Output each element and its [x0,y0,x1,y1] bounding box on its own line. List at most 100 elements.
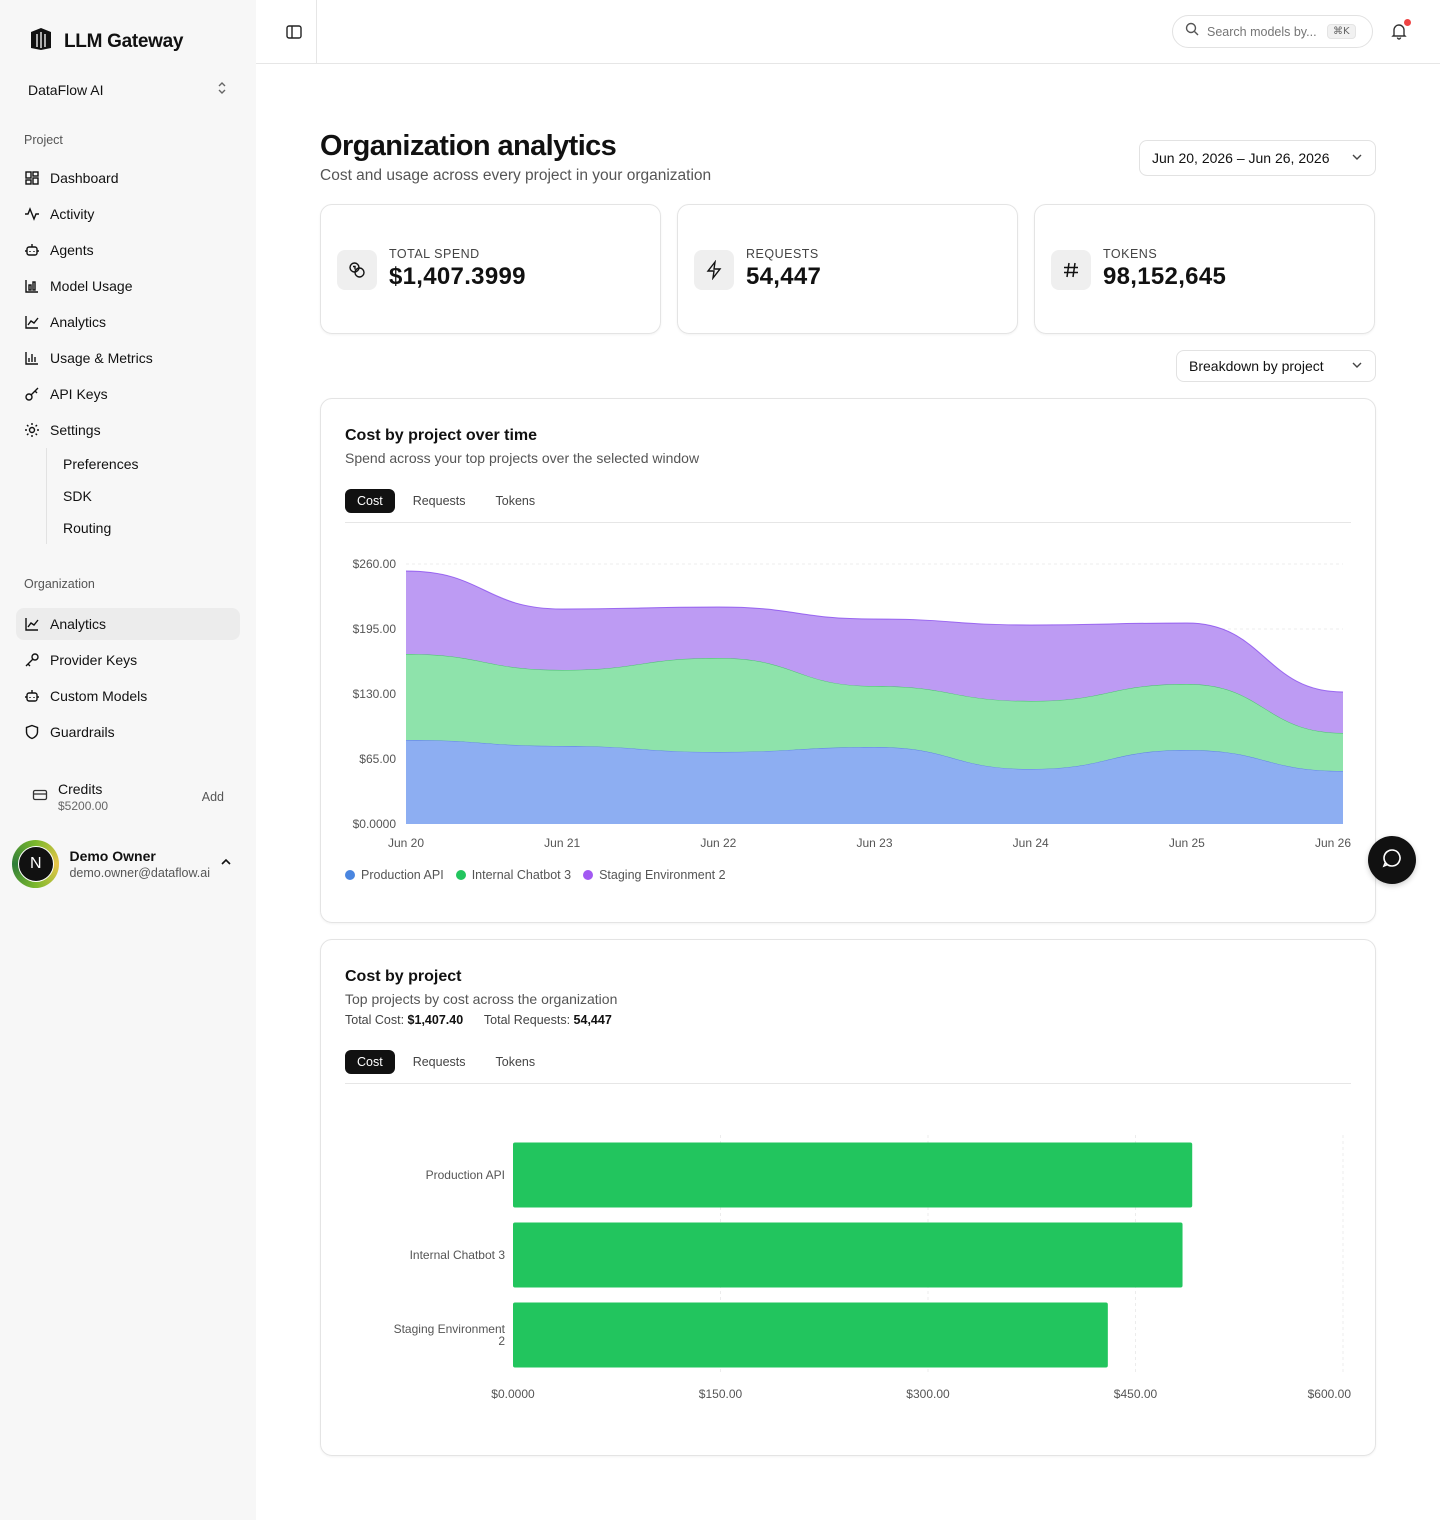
legend-item[interactable]: Staging Environment 2 [583,868,726,882]
sidebar-item-guardrails[interactable]: Guardrails [16,716,240,748]
notifications-button[interactable] [1390,19,1411,40]
x-tick-label: Jun 26 [1315,836,1351,850]
breakdown-select[interactable]: Breakdown by project [1176,350,1376,382]
org-switcher[interactable]: DataFlow AI [16,74,240,106]
sidebar-item-activity[interactable]: Activity [16,198,240,230]
tab-cost[interactable]: Cost [345,489,395,513]
sidebar-item-settings[interactable]: Settings [16,414,240,446]
x-tick-label: Jun 25 [1169,836,1205,850]
x-tick-label: Jun 22 [700,836,736,850]
hash-icon [1051,250,1091,290]
sidebar-item-provider-keys[interactable]: Provider Keys [16,644,240,676]
user-menu[interactable]: N Demo Owner demo.owner@dataflow.ai [12,840,240,888]
y-tick-label: $0.0000 [353,817,397,831]
sidebar-item-analytics[interactable]: Analytics [16,306,240,338]
legend-item[interactable]: Production API [345,868,444,882]
bar-chart-icon [24,278,40,294]
chart-subtitle: Top projects by cost across the organiza… [345,991,618,1007]
brand[interactable]: LLM Gateway [28,26,183,57]
x-tick-label: $600.00 [1308,1387,1352,1401]
stat-card-requests: REQUESTS 54,447 [677,204,1018,334]
notification-dot [1404,19,1411,26]
chart-totals: Total Cost: $1,407.40 Total Requests: 54… [345,1013,612,1027]
add-credits-button[interactable]: Add [201,790,224,804]
y-tick-label: $195.00 [353,622,397,636]
legend-dot [345,870,355,880]
stat-card-total-spend: TOTAL SPEND $1,407.3999 [320,204,661,334]
legend-item[interactable]: Internal Chatbot 3 [455,868,572,882]
stat-value: $1,407.3999 [389,263,526,290]
bar-chart-icon [24,350,40,366]
credits-panel: Credits $5200.00 Add [16,774,240,820]
user-email: demo.owner@dataflow.ai [69,866,210,880]
settings-subnav: Preferences SDK Routing [46,448,226,544]
area-series-line-3 [405,570,1344,693]
date-range-picker[interactable]: Jun 20, 2026 – Jun 26, 2026 [1139,140,1376,176]
x-tick-label: Jun 23 [856,836,892,850]
sidebar-item-label: Custom Models [50,688,148,704]
project-section-label: Project [24,133,63,147]
sidebar: LLM Gateway DataFlow AI Project Dashboar… [0,0,256,1520]
key-icon [24,386,40,402]
stat-label: TOKENS [1103,247,1158,261]
sidebar-item-preferences[interactable]: Preferences [63,456,139,472]
search-icon [1185,22,1199,41]
sidebar-item-label: Model Usage [50,278,133,294]
x-tick-label: $0.0000 [491,1387,535,1401]
organization-nav: Analytics Provider Keys Custom Models Gu… [16,608,240,752]
stat-label: REQUESTS [746,247,819,261]
sidebar-item-sdk[interactable]: SDK [63,488,92,504]
sidebar-toggle-icon[interactable] [284,22,304,42]
project-nav: Dashboard Activity Agents Model Usage An… [16,162,240,450]
tab-requests[interactable]: Requests [412,1055,466,1069]
dashboard-icon [24,170,40,186]
chevrons-up-down-icon [216,80,228,101]
x-tick-label: Jun 20 [388,836,424,850]
legend-label: Staging Environment 2 [599,868,726,882]
chat-button[interactable] [1368,836,1416,884]
sidebar-item-label: Settings [50,422,101,438]
organization-section-label: Organization [24,577,95,591]
legend-dot [455,870,466,880]
search-input[interactable] [1207,24,1319,39]
sidebar-item-dashboard[interactable]: Dashboard [16,162,240,194]
sidebar-item-routing[interactable]: Routing [63,520,112,536]
chart-subtitle: Spend across your top projects over the … [345,450,700,466]
sidebar-item-label: Analytics [50,314,107,330]
legend-dot [583,870,594,880]
key-icon [24,652,40,668]
tab-cost[interactable]: Cost [345,1050,395,1074]
sidebar-item-model-usage[interactable]: Model Usage [16,270,240,302]
area-series-1 [406,740,1343,824]
area-chart: $0.0000 $65.00 $130.00 $195.00 $260.00 Jun 20… [353,557,1352,850]
x-tick-label: Jun 21 [544,836,580,850]
total-cost-value: $1,407.40 [407,1013,464,1027]
y-tick-label: $260.00 [353,557,397,571]
sidebar-item-custom-models[interactable]: Custom Models [16,680,240,712]
sidebar-item-label: Provider Keys [50,652,138,668]
chart-title: Cost by project over time [345,427,538,444]
chevron-down-icon [1351,358,1363,374]
sidebar-item-usage-metrics[interactable]: Usage & Metrics [16,342,240,374]
sidebar-item-agents[interactable]: Agents [16,234,240,266]
tab-tokens[interactable]: Tokens [495,494,536,508]
page-subtitle: Cost and usage across every project in y… [320,167,712,184]
sidebar-item-org-analytics[interactable]: Analytics [16,608,240,640]
x-tick-label: $450.00 [1114,1387,1158,1401]
credits-title: Credits [58,781,103,797]
tab-requests[interactable]: Requests [412,494,466,508]
x-tick-label: $300.00 [906,1387,950,1401]
avatar: N [12,840,60,888]
y-category-label: Internal Chatbot 3 [410,1248,506,1262]
sidebar-item-api-keys[interactable]: API Keys [16,378,240,410]
sidebar-item-label: Dashboard [50,170,119,186]
legend-label: Internal Chatbot 3 [471,868,572,882]
bar [513,1142,1193,1208]
search-box[interactable]: ⌘K [1172,15,1373,48]
bot-icon [24,242,40,258]
stat-label: TOTAL SPEND [389,247,480,261]
tab-tokens[interactable]: Tokens [495,1055,536,1069]
cost-by-project-card: Cost by project Top projects by cost acr… [320,939,1376,1456]
total-requests-label: Total Requests: [483,1013,571,1027]
page-title: Organization analytics [320,130,617,162]
